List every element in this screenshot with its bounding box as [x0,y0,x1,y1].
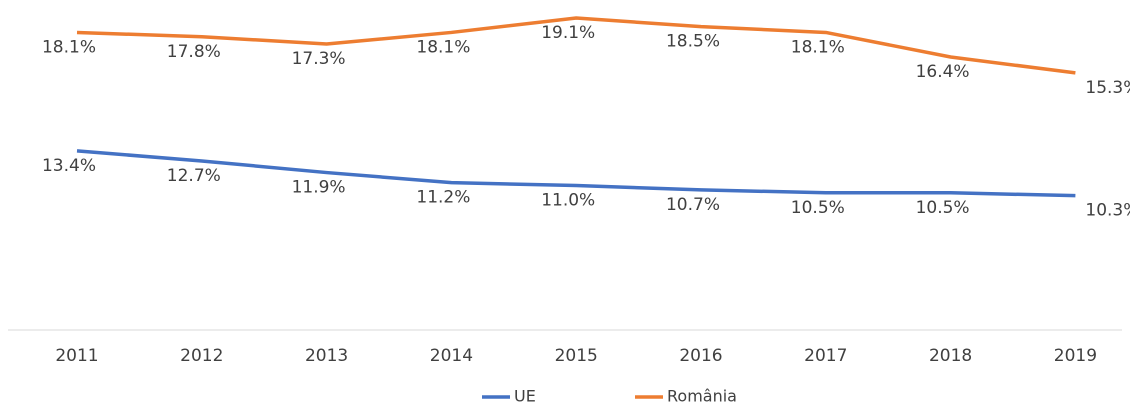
data-label: 17.3% [292,49,346,69]
data-label: 18.1% [791,37,845,57]
series-line [76,16,1076,75]
data-label: 19.1% [541,23,595,43]
data-label: 17.8% [167,42,221,62]
data-label: 10.3% [1085,201,1130,221]
x-tick-label: 2013 [305,346,348,366]
x-tick-label: 2016 [679,346,722,366]
data-label: 10.7% [666,195,720,215]
data-label: 11.2% [416,188,470,208]
data-label: 10.5% [916,198,970,218]
x-tick-label: 2018 [929,346,972,366]
data-label: 11.0% [541,191,595,211]
data-label: 18.1% [42,37,96,57]
data-label: 11.9% [292,178,346,198]
data-label: 10.5% [791,198,845,218]
data-label: 13.4% [42,156,96,176]
data-label: 18.1% [416,37,470,57]
x-tick-label: 2019 [1054,346,1097,366]
legend-label: România [667,387,737,406]
data-label: 16.4% [916,62,970,82]
series-line [76,149,1076,198]
x-tick-label: 2014 [430,346,473,366]
data-label: 12.7% [167,166,221,186]
data-label: 15.3% [1085,78,1130,98]
data-label: 18.5% [666,32,720,52]
x-tick-label: 2015 [555,346,598,366]
x-tick-label: 2011 [55,346,98,366]
x-tick-label: 2017 [804,346,847,366]
legend-label: UE [514,387,536,406]
x-tick-label: 2012 [180,346,223,366]
